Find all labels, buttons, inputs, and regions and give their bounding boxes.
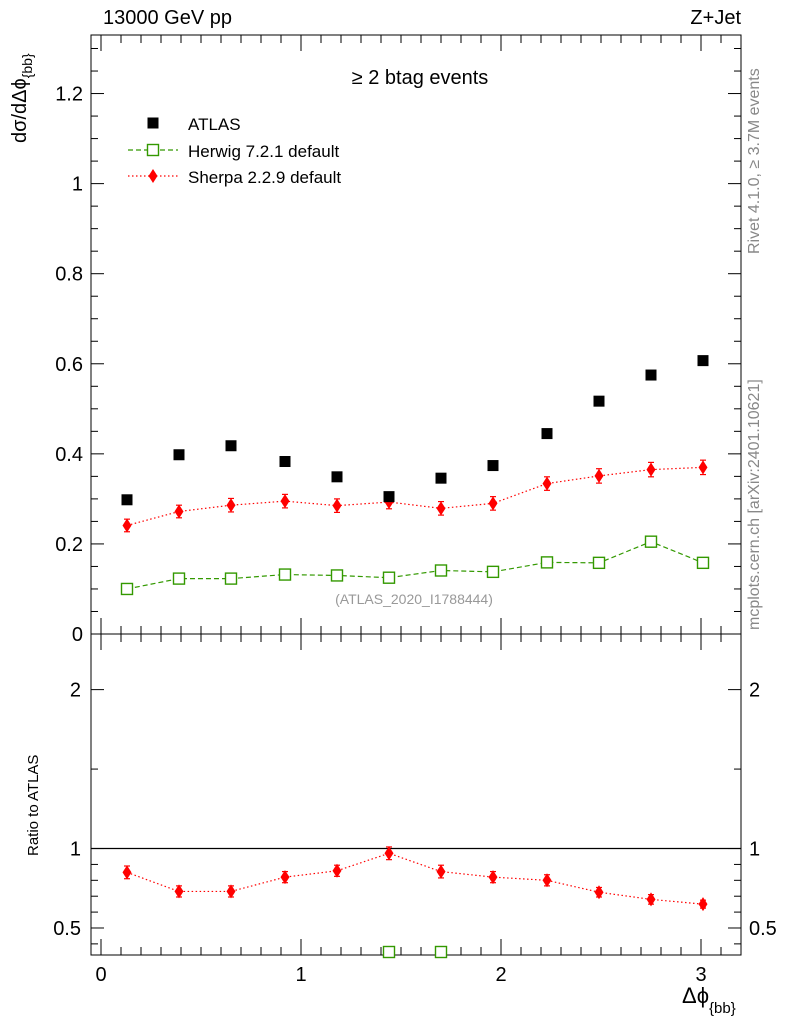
atlas-point xyxy=(541,428,553,440)
legend-sherpa-label: Sherpa 2.2.9 default xyxy=(188,168,341,187)
ratio-y-tick-label-right: 2 xyxy=(749,680,760,702)
x-tick-label: 3 xyxy=(695,964,706,986)
sherpa-point xyxy=(646,462,656,477)
ratio-y-tick-label-right: 1 xyxy=(749,839,760,861)
ratio-sherpa-point xyxy=(280,870,290,885)
process-label: Z+Jet xyxy=(690,7,741,29)
sherpa-point xyxy=(488,496,498,511)
analysis-watermark: (ATLAS_2020_I1788444) xyxy=(335,591,493,607)
herwig-point xyxy=(278,568,292,581)
legend-herwig-label: Herwig 7.2.1 default xyxy=(188,142,339,161)
sherpa-point xyxy=(436,501,446,516)
ratio-sherpa-point xyxy=(226,884,236,899)
legend-atlas-label: ATLAS xyxy=(188,115,241,134)
x-tick-label: 0 xyxy=(95,964,106,986)
ratio-sherpa-point xyxy=(594,885,604,900)
ratio-herwig-point xyxy=(382,945,396,959)
herwig-point xyxy=(644,535,658,548)
atlas-point xyxy=(331,471,343,483)
herwig-point xyxy=(120,582,134,596)
herwig-point xyxy=(172,572,186,585)
ratio-y-axis-label: Ratio to ATLAS xyxy=(25,755,42,856)
atlas-point xyxy=(121,494,133,506)
herwig-point xyxy=(486,565,500,579)
ratio-herwig-point xyxy=(434,945,448,959)
ratio-plot-frame xyxy=(90,633,742,956)
main-y-tick-label: 1 xyxy=(72,174,83,196)
ratio-y-tick-label-right: 0.5 xyxy=(749,918,777,940)
energy-label: 13000 GeV pp xyxy=(103,7,232,29)
atlas-point xyxy=(383,491,395,503)
legend-herwig-marker xyxy=(146,143,160,157)
ratio-sherpa-point xyxy=(646,892,656,907)
herwig-point xyxy=(330,569,344,582)
ratio-sherpa-point xyxy=(174,884,184,899)
sherpa-point xyxy=(226,498,236,513)
legend-sherpa-marker xyxy=(148,169,158,183)
atlas-point xyxy=(279,456,291,468)
ratio-y-tick-label: 0.5 xyxy=(53,918,81,940)
main-y-tick-label: 1.2 xyxy=(55,84,83,106)
x-axis-label-sub: {bb} xyxy=(709,1000,736,1017)
ratio-sherpa-point xyxy=(698,897,708,912)
main-y-tick-label: 0 xyxy=(72,624,83,646)
main-y-tick-label: 0.4 xyxy=(55,444,83,466)
main-y-axis-label: dσ/dΔϕ{bb} xyxy=(9,53,35,143)
sherpa-point xyxy=(280,494,290,509)
sherpa-point xyxy=(174,504,184,519)
herwig-point xyxy=(696,556,710,570)
ratio-sherpa-point xyxy=(436,864,446,879)
sherpa-point xyxy=(698,460,708,475)
atlas-point xyxy=(225,440,237,452)
herwig-point xyxy=(434,564,448,577)
legend-atlas-marker xyxy=(147,117,159,129)
main-y-tick-label: 0.8 xyxy=(55,264,83,286)
ratio-sherpa-point xyxy=(542,873,552,888)
atlas-point xyxy=(593,395,605,407)
sherpa-point xyxy=(594,468,604,483)
ratio-sherpa-point xyxy=(332,863,342,878)
herwig-point xyxy=(592,556,606,570)
x-axis-label: Δϕ{bb} xyxy=(682,983,736,1017)
ratio-sherpa-point xyxy=(384,846,394,861)
main-y-tick-label: 0.2 xyxy=(55,534,83,556)
ratio-y-tick-label: 2 xyxy=(70,680,81,702)
x-tick-label: 2 xyxy=(495,964,506,986)
plot-title: ≥ 2 btag events xyxy=(352,67,489,89)
atlas-point xyxy=(487,460,499,472)
sherpa-point xyxy=(542,476,552,491)
herwig-line xyxy=(126,541,704,590)
x-tick-label: 1 xyxy=(295,964,306,986)
atlas-point xyxy=(645,369,657,381)
sherpa-point xyxy=(122,518,132,533)
atlas-point xyxy=(435,472,447,484)
ratio-sherpa-line xyxy=(126,852,704,905)
atlas-point xyxy=(697,355,709,367)
ratio-y-tick-label: 1 xyxy=(70,839,81,861)
atlas-point xyxy=(173,449,185,461)
ratio-sherpa-point xyxy=(488,870,498,885)
main-y-tick-label: 0.6 xyxy=(55,354,83,376)
herwig-point xyxy=(382,571,396,584)
herwig-point xyxy=(224,572,238,585)
sherpa-line xyxy=(126,466,704,527)
ratio-sherpa-point xyxy=(122,865,132,880)
herwig-point xyxy=(540,556,554,569)
main-y-axis-label-sub: {bb} xyxy=(19,53,35,78)
sherpa-point xyxy=(332,498,342,513)
